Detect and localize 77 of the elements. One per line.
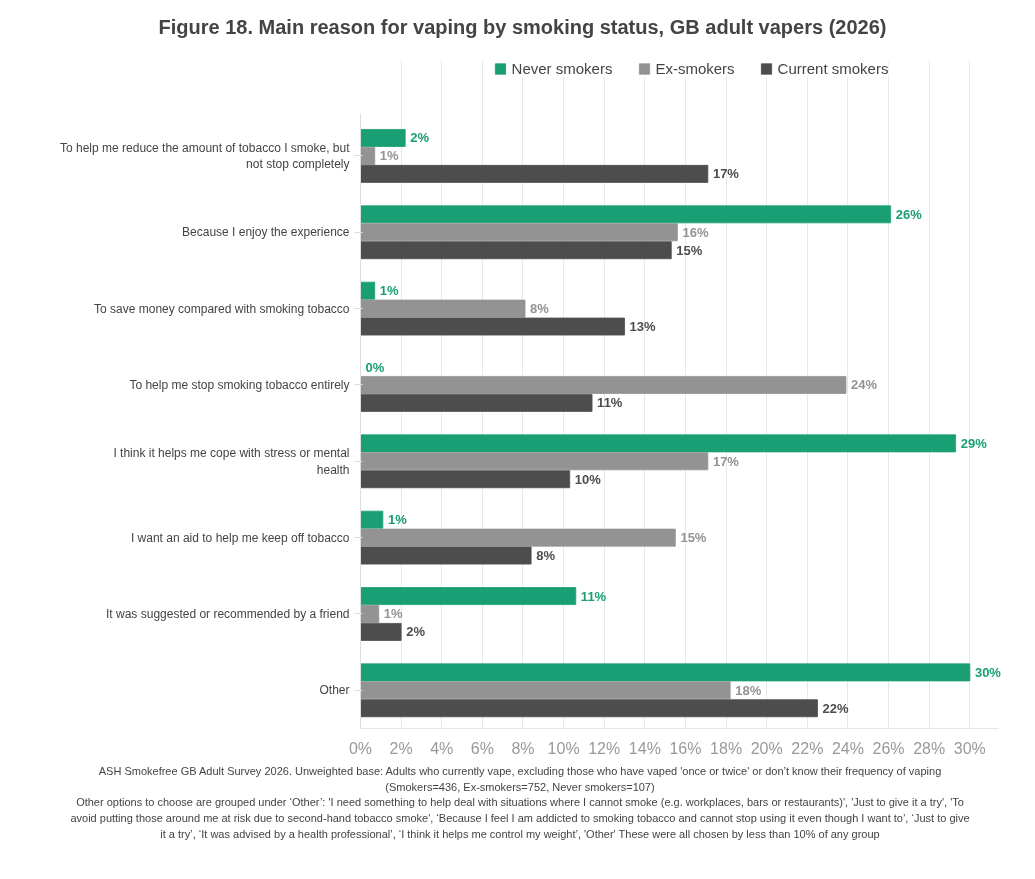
data-label: 15% (676, 242, 703, 258)
data-label: 17% (712, 453, 740, 469)
y-tick-label: Because I enjoy the experience (182, 225, 350, 240)
data-label: 30% (974, 664, 1002, 680)
data-label: 24% (851, 377, 878, 393)
x-tick-label: 4% (430, 739, 454, 757)
data-label: 1% (387, 512, 408, 528)
bar (360, 528, 676, 547)
x-tick-label: 28% (913, 739, 946, 757)
data-label: 11% (597, 395, 623, 411)
text: Other options to choose are grouped under ‘Other’: 'I need something to help deal with situations where I cannot smoke (e.g. workplaces, bars or restaurants)', 'Just to give it a try', 'To avoid putting those around me at risk due to second-hand tobacco smoke', ‘Because I feel I am addicted to smoking tobacco and cannot stop using it even though I want to’, ‘Just to give it a try’, ‘It was advised by a health professional’, ‘I think it helps me control my weight’, 'Other' These were all chosen by less than 10% of any group (70, 796, 970, 840)
bar (360, 205, 892, 224)
data-label: 29% (960, 435, 988, 451)
bar (360, 434, 957, 453)
bar (360, 299, 526, 318)
x-tick-label: 0% (348, 739, 373, 757)
bar (360, 281, 376, 300)
x-tick-label: 30% (953, 739, 986, 757)
data-label: 17% (712, 166, 740, 182)
legend-label: Current smokers (777, 60, 889, 77)
legend-label: Never smokers (511, 60, 613, 77)
chart-title: Figure 18. Main reason for vaping by smoking status, GB adult vapers (2026) (158, 15, 887, 40)
bar (360, 663, 971, 682)
bar (360, 470, 571, 489)
bar (360, 623, 402, 641)
data-label: 1% (383, 606, 404, 622)
y-tick-label: To help me reduce the amount of tobacco I smoke, but not stop completely (60, 140, 351, 172)
data-label: 11% (580, 588, 607, 604)
x-tick-label: 8% (511, 739, 535, 757)
bar (360, 129, 406, 147)
y-tick-label: To save money compared with smoking tobacco (94, 301, 350, 316)
bar (360, 317, 625, 336)
data-label: 8% (536, 548, 556, 564)
bar (360, 605, 380, 623)
bar (360, 164, 709, 183)
data-label: 18% (735, 682, 762, 698)
data-label: 1% (379, 283, 400, 299)
data-label: 0% (365, 359, 385, 375)
x-tick-label: 22% (791, 739, 824, 757)
bar (360, 546, 532, 565)
data-label: 13% (629, 319, 657, 335)
data-label: 1% (379, 148, 400, 164)
y-tick-label: To help me stop smoking tobacco entirely (129, 377, 350, 392)
bar (360, 681, 731, 700)
x-tick-label: 6% (470, 739, 494, 757)
data-label: 22% (822, 700, 850, 716)
x-tick-label: 14% (628, 739, 661, 757)
x-tick-label: 10% (547, 739, 580, 757)
x-tick-label: 20% (750, 739, 783, 757)
y-tick-label: Other (319, 683, 350, 698)
bar (360, 452, 709, 471)
legend-label: Ex-smokers (655, 60, 735, 77)
x-tick-label: 12% (588, 739, 621, 757)
y-tick-label: It was suggested or recommended by a friend (106, 606, 350, 621)
bar (360, 223, 678, 242)
text: ASH Smokefree GB Adult Survey 2026. Unweighted base: Adults who currently vape, excluding those who have vaped 'once or twice' or don’t know their frequency of vaping (Smokers=436, Ex-smokers=752, Never smokers=107) (98, 765, 942, 793)
bar (360, 393, 593, 412)
bar (360, 510, 384, 529)
x-tick-label: 16% (669, 739, 702, 757)
x-tick-label: 24% (831, 739, 864, 757)
bar (360, 699, 818, 718)
data-label: 2% (410, 130, 430, 146)
data-label: 8% (530, 301, 550, 317)
data-label: 10% (574, 471, 602, 487)
y-tick-label: I think it helps me cope with stress or mental health (113, 445, 350, 477)
bar (360, 147, 376, 165)
data-label: 15% (680, 530, 707, 546)
x-tick-label: 18% (710, 739, 743, 757)
x-tick-label: 26% (872, 739, 905, 757)
bar (360, 587, 577, 605)
bar (360, 376, 847, 394)
y-tick-label: I want an aid to help me keep off tobacco (130, 530, 350, 545)
x-tick-label: 2% (389, 739, 413, 757)
data-label: 16% (682, 224, 709, 240)
data-label: 2% (406, 624, 426, 640)
data-label: 26% (895, 206, 923, 222)
bar (360, 241, 672, 260)
